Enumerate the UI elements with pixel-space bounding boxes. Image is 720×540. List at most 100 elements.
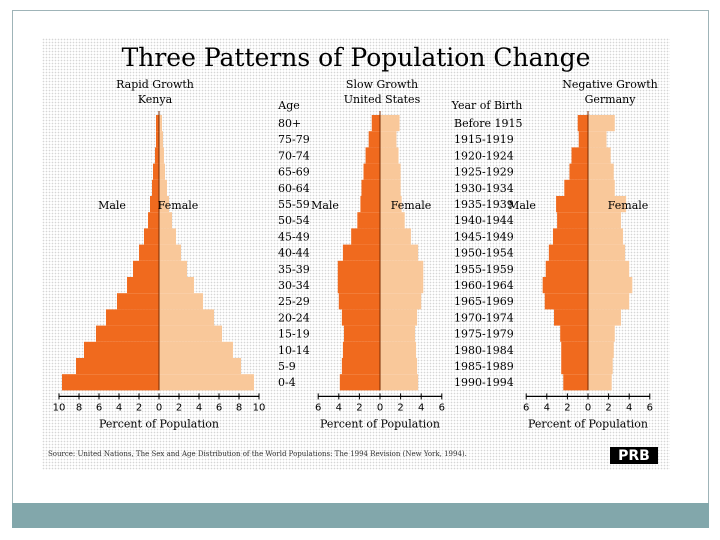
kenya-male-bar bbox=[153, 163, 159, 180]
age-group-label: 40-44 bbox=[278, 247, 310, 260]
united-states-female-bar bbox=[380, 293, 422, 310]
germany-female-bar bbox=[588, 244, 626, 261]
age-group-label: 0-4 bbox=[278, 376, 296, 389]
united-states-male-label: Male bbox=[311, 199, 339, 212]
age-group-label: 15-19 bbox=[278, 328, 310, 341]
population-pyramids-svg: Three Patterns of Population Change Sour… bbox=[48, 43, 658, 464]
germany-male-bar bbox=[542, 277, 588, 294]
age-group-label: 75-79 bbox=[278, 133, 310, 146]
germany-female-bar bbox=[588, 196, 627, 213]
united-states-male-bar bbox=[338, 293, 380, 310]
kenya-female-bar bbox=[159, 358, 241, 375]
united-states-male-bar bbox=[351, 228, 380, 245]
united-states-female-bar bbox=[380, 260, 424, 277]
kenya-female-bar bbox=[159, 309, 214, 326]
united-states-female-bar bbox=[380, 163, 401, 180]
germany-female-bar bbox=[588, 309, 621, 326]
germany-female-bar bbox=[588, 179, 615, 196]
kenya-x-tick-label: 8 bbox=[76, 402, 82, 413]
germany-male-bar bbox=[544, 293, 588, 310]
birth-year-label: 1945-1949 bbox=[454, 230, 514, 243]
germany-male-bar bbox=[552, 228, 588, 245]
kenya-female-bar bbox=[159, 228, 176, 245]
united-states-female-bar bbox=[380, 228, 411, 245]
united-states-female-bar bbox=[380, 374, 419, 391]
germany-male-bar bbox=[571, 147, 588, 164]
kenya-male-bar bbox=[152, 179, 159, 196]
united-states-male-bar bbox=[341, 358, 380, 375]
germany-x-tick-label: 4 bbox=[626, 402, 632, 413]
age-group-label: 20-24 bbox=[278, 311, 310, 324]
germany-male-bar bbox=[545, 260, 588, 277]
united-states-pattern-title: Slow Growth bbox=[346, 78, 418, 91]
kenya-male-bar bbox=[106, 309, 159, 326]
germany-female-bar bbox=[588, 212, 621, 229]
united-states-male-bar bbox=[363, 163, 380, 180]
germany-female-bar bbox=[588, 163, 614, 180]
germany-female-bar bbox=[588, 260, 630, 277]
germany-female-bar bbox=[588, 131, 607, 148]
germany-female-label: Female bbox=[608, 199, 649, 212]
kenya-male-bar bbox=[96, 325, 159, 342]
birth-year-label: 1975-1979 bbox=[454, 328, 514, 341]
germany-male-bar bbox=[548, 244, 588, 261]
birth-year-label: 1985-1989 bbox=[454, 360, 514, 373]
year-of-birth-header: Year of Birth bbox=[451, 99, 523, 112]
united-states-x-tick-label: 2 bbox=[397, 402, 403, 413]
united-states-male-bar bbox=[365, 147, 380, 164]
united-states-female-label: Female bbox=[391, 199, 432, 212]
kenya-male-bar bbox=[148, 212, 159, 229]
germany-male-bar bbox=[578, 131, 588, 148]
source-note: Source: United Nations, The Sex and Age … bbox=[48, 450, 467, 458]
united-states-male-bar bbox=[343, 325, 380, 342]
birth-year-label: 1925-1929 bbox=[454, 166, 514, 179]
kenya-female-bar bbox=[159, 115, 162, 132]
germany-male-bar bbox=[560, 325, 588, 342]
kenya-x-tick-label: 6 bbox=[216, 402, 222, 413]
united-states-female-bar bbox=[380, 341, 417, 358]
kenya-x-axis-label: Percent of Population bbox=[99, 417, 219, 430]
age-group-label: 30-34 bbox=[278, 279, 310, 292]
kenya-female-bar bbox=[159, 131, 163, 148]
kenya-pattern-title: Rapid Growth bbox=[116, 78, 194, 91]
kenya-female-bar bbox=[159, 341, 233, 358]
germany-male-bar bbox=[564, 179, 588, 196]
kenya-x-tick-label: 10 bbox=[253, 402, 266, 413]
germany-male-bar bbox=[577, 115, 588, 132]
united-states-male-bar bbox=[360, 196, 380, 213]
united-states-male-bar bbox=[339, 374, 380, 391]
germany-female-bar bbox=[588, 341, 614, 358]
kenya-male-bar bbox=[133, 260, 159, 277]
kenya-male-bar bbox=[117, 293, 159, 310]
united-states-male-bar bbox=[342, 341, 380, 358]
united-states-x-tick-label: 2 bbox=[356, 402, 362, 413]
germany-x-tick-label: 0 bbox=[585, 402, 591, 413]
united-states-female-bar bbox=[380, 212, 405, 229]
slide-footer-bar bbox=[12, 503, 709, 528]
germany-male-bar bbox=[557, 212, 588, 229]
united-states-x-tick-label: 0 bbox=[377, 402, 383, 413]
birth-year-label: 1930-1934 bbox=[454, 182, 514, 195]
kenya-male-bar bbox=[144, 228, 159, 245]
united-states-male-bar bbox=[371, 115, 380, 132]
united-states-female-bar bbox=[380, 277, 424, 294]
germany-female-bar bbox=[588, 277, 633, 294]
kenya-female-bar bbox=[159, 374, 254, 391]
germany-female-bar bbox=[588, 147, 611, 164]
germany-female-bar bbox=[588, 325, 615, 342]
birth-year-label: 1970-1974 bbox=[454, 311, 514, 324]
kenya-female-bar bbox=[159, 244, 181, 261]
united-states-female-bar bbox=[380, 115, 400, 132]
kenya-male-label: Male bbox=[98, 199, 126, 212]
kenya-x-tick-label: 0 bbox=[156, 402, 162, 413]
kenya-male-bar bbox=[150, 196, 159, 213]
united-states-country-label: United States bbox=[344, 93, 421, 106]
kenya-male-bar bbox=[62, 374, 159, 391]
germany-male-bar bbox=[563, 374, 588, 391]
kenya-female-bar bbox=[159, 277, 194, 294]
united-states-female-bar bbox=[380, 244, 419, 261]
birth-year-label: 1935-1939 bbox=[454, 198, 514, 211]
united-states-female-bar bbox=[380, 131, 397, 148]
age-group-label: 10-14 bbox=[278, 344, 310, 357]
germany-x-axis-label: Percent of Population bbox=[528, 417, 648, 430]
